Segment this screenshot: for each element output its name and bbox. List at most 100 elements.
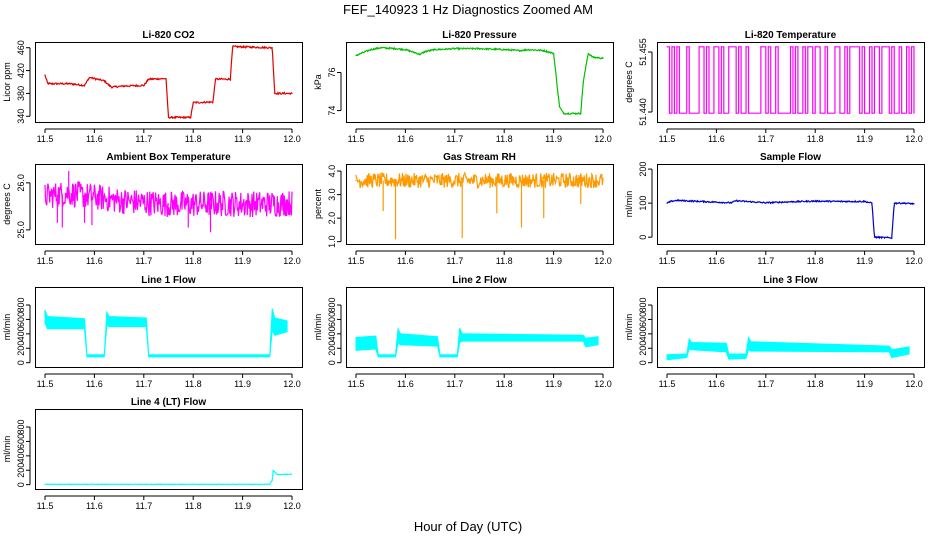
data-point <box>212 101 214 103</box>
y-tick-label: 200 <box>638 341 648 356</box>
panel-5: Sample Flow 11.5 11.6 11.7 11.8 11.9 12.0 0 100 2… <box>624 152 925 266</box>
x-tick-label: 11.7 <box>135 501 152 511</box>
data-point <box>802 46 804 48</box>
x-tick-label: 11.5 <box>37 379 54 389</box>
data-point <box>765 112 767 114</box>
data-point <box>740 112 742 114</box>
data-point <box>44 74 46 76</box>
data-point <box>871 202 873 204</box>
panel-0: Li-820 CO2 11.5 11.6 11.7 11.8 11.9 12.0 340 380… <box>2 30 303 144</box>
data-point <box>83 84 86 87</box>
y-tick-label: 340 <box>16 109 26 124</box>
panel-title: Ambient Box Temperature <box>106 152 231 163</box>
y-tick-label: 2.0 <box>327 212 337 225</box>
data-point <box>834 46 836 48</box>
data-point <box>271 47 273 49</box>
x-tick-label: 11.9 <box>234 379 251 389</box>
x-tick-label: 11.6 <box>86 501 103 511</box>
panel-title: Line 4 (LT) Flow <box>131 397 207 408</box>
y-tick-label: 600 <box>638 312 648 327</box>
data-point <box>777 112 779 114</box>
data-point <box>93 196 95 198</box>
data-point <box>271 479 273 481</box>
data-point <box>839 200 841 203</box>
data-point <box>543 49 545 52</box>
x-tick-label: 11.5 <box>659 134 676 144</box>
data-point <box>44 195 46 197</box>
x-tick-label: 11.5 <box>37 256 54 266</box>
x-tick-label: 11.8 <box>807 379 824 389</box>
x-tick-label: 11.6 <box>397 134 414 144</box>
x-tick-label: 12.0 <box>905 134 923 144</box>
data-point <box>873 236 876 238</box>
data-point <box>839 112 841 114</box>
panel-4: Gas Stream RH 11.5 11.6 11.7 11.8 11.9 12.0 1.0… <box>313 152 614 266</box>
data-point <box>686 46 688 48</box>
data-point <box>676 46 678 48</box>
data-point <box>602 57 604 59</box>
data-point <box>148 78 150 80</box>
data-point <box>291 202 293 204</box>
panel-2: Li-820 Temperature 11.5 11.6 11.7 11.8 11.9 12… <box>624 30 925 144</box>
panel-series <box>44 44 293 120</box>
panel-3: Ambient Box Temperature 11.5 11.6 11.7 11.8 1… <box>2 152 303 266</box>
x-tick-label: 12.0 <box>283 256 301 266</box>
data-point <box>913 203 915 205</box>
data-point <box>167 203 170 205</box>
data-point <box>905 46 908 48</box>
x-tick-label: 11.7 <box>757 379 774 389</box>
data-point <box>192 203 194 205</box>
x-tick-label: 11.6 <box>708 134 725 144</box>
data-point <box>666 202 668 204</box>
data-point <box>602 179 604 182</box>
data-point <box>844 46 846 48</box>
x-tick-label: 11.7 <box>135 379 152 389</box>
data-point <box>274 92 276 95</box>
plot-frame <box>35 409 303 490</box>
panel-title: Sample Flow <box>760 152 821 163</box>
data-point <box>108 84 110 87</box>
panel-9: Line 4 (LT) Flow 11.5 11.6 11.7 11.8 11.9 12.0… <box>2 397 303 511</box>
panel-6: Line 1 Flow 11.5 11.6 11.7 11.8 11.9 12.0 0 2004… <box>2 275 303 389</box>
data-point <box>394 48 397 50</box>
data-point <box>881 46 883 48</box>
x-tick-label: 11.6 <box>708 379 725 389</box>
data-point <box>792 112 794 114</box>
y-axis-label: ml/min <box>2 436 12 463</box>
y-tick-label: 3.0 <box>327 188 337 201</box>
y-tick-label: 51.455 <box>638 38 648 66</box>
data-point <box>747 112 750 114</box>
y-tick-label: 0 <box>638 235 648 240</box>
y-tick-label: 200 <box>638 162 648 177</box>
y-tick-label: 0 <box>327 360 337 365</box>
x-tick-label: 11.7 <box>446 134 463 144</box>
panel-title: Line 3 Flow <box>763 275 818 286</box>
x-tick-label: 11.5 <box>348 134 365 144</box>
data-point <box>903 202 905 204</box>
y-tick-label: 460 <box>16 40 26 55</box>
data-point <box>190 116 192 119</box>
x-tick-label: 11.5 <box>659 379 676 389</box>
x-tick-label: 11.8 <box>496 134 513 144</box>
data-point <box>738 46 740 48</box>
y-axis-label: percent <box>313 188 323 219</box>
panel-series <box>44 308 288 358</box>
panel-series <box>355 327 599 358</box>
data-point <box>528 49 530 51</box>
data-point <box>454 179 456 182</box>
x-tick-label: 11.5 <box>348 379 365 389</box>
data-point <box>891 237 893 239</box>
y-tick-label: 51.440 <box>638 98 648 126</box>
data-point <box>703 112 705 114</box>
data-point <box>370 49 372 51</box>
data-point <box>143 201 145 204</box>
panel-title: Line 1 Flow <box>141 275 196 286</box>
data-point <box>88 76 91 79</box>
panel-8: Line 3 Flow 11.5 11.6 11.7 11.8 11.9 12.0 0 2004… <box>624 275 925 389</box>
data-point <box>871 112 873 114</box>
data-point <box>276 473 278 476</box>
y-tick-label: 800 <box>16 420 26 435</box>
panel-title: Gas Stream RH <box>443 152 516 163</box>
y-tick-label: 0 <box>638 360 648 365</box>
data-point <box>864 200 866 203</box>
